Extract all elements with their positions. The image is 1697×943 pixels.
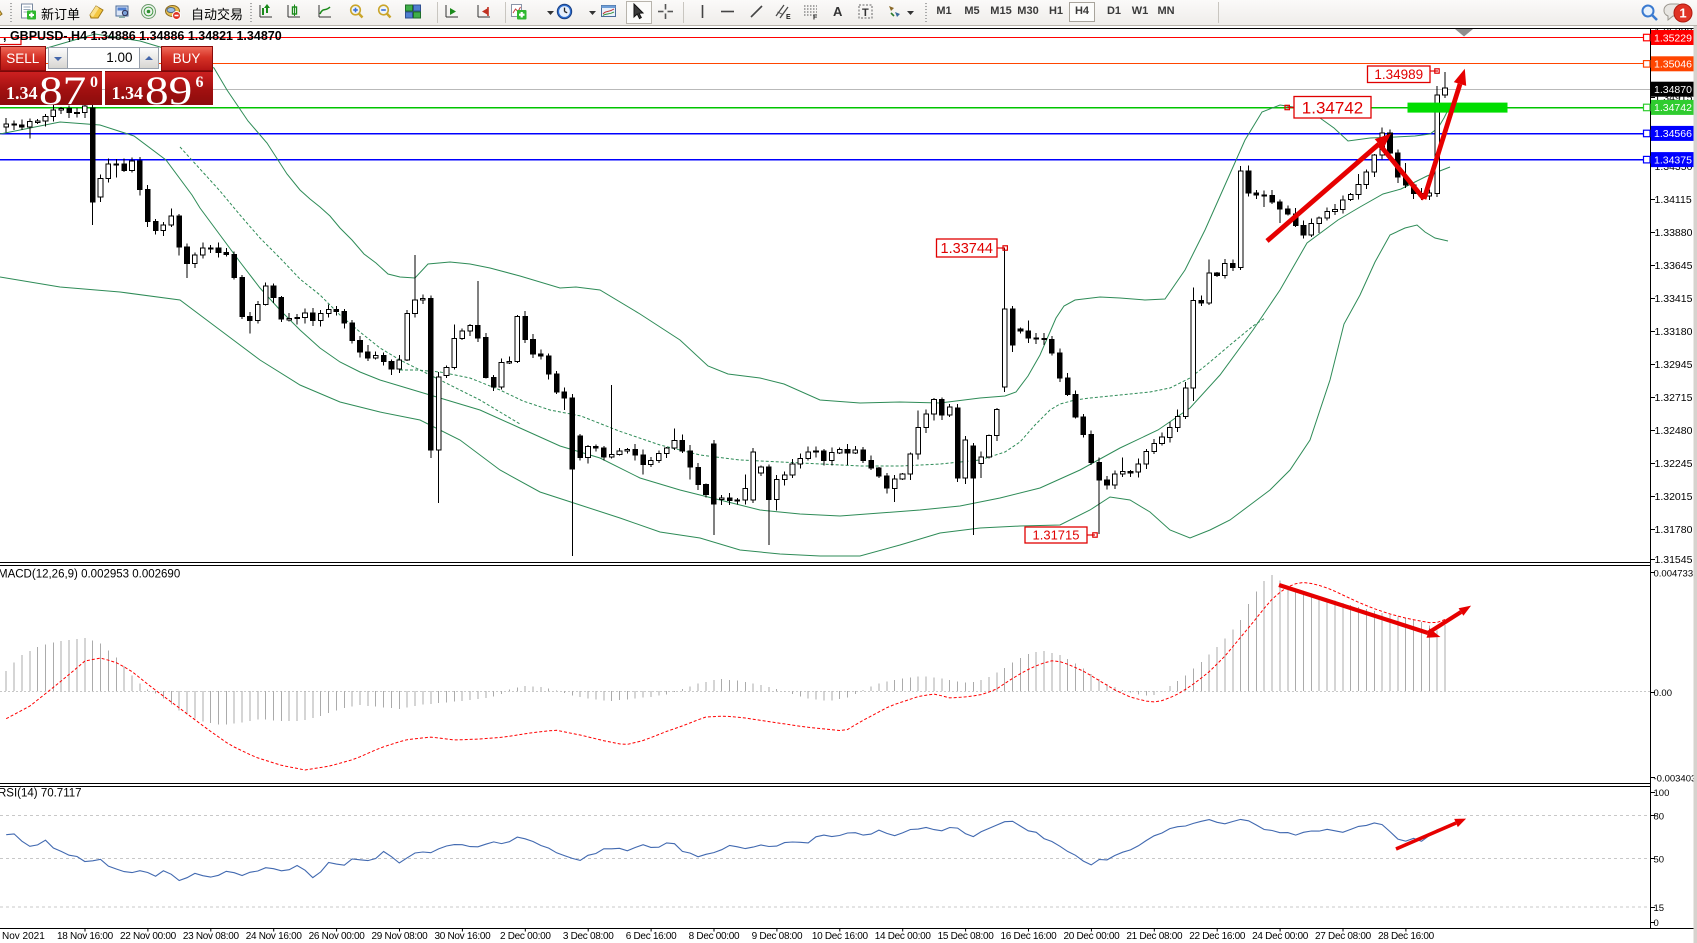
svg-text:3 Dec 08:00: 3 Dec 08:00 [563,931,614,942]
svg-text:24 Nov 16:00: 24 Nov 16:00 [246,931,303,942]
svg-text:1.33645: 1.33645 [1655,260,1693,272]
svg-text:1.33744: 1.33744 [941,241,993,257]
svg-text:1.32015: 1.32015 [1655,491,1693,503]
svg-text:1.34375: 1.34375 [1654,154,1692,166]
svg-text:1: 1 [1679,6,1686,21]
svg-text:20 Dec 00:00: 20 Dec 00:00 [1063,931,1120,942]
svg-text:E: E [786,14,791,21]
svg-text:1.31715: 1.31715 [1033,528,1080,543]
svg-text:F: F [813,15,818,22]
svg-text:1.32245: 1.32245 [1655,458,1693,470]
svg-text:1.32715: 1.32715 [1655,392,1693,404]
svg-text:50: 50 [1654,854,1665,865]
svg-text:80: 80 [1654,811,1665,822]
svg-text:T: T [862,7,869,19]
svg-text:1.34870: 1.34870 [1654,84,1692,96]
svg-text:28 Dec 16:00: 28 Dec 16:00 [1378,931,1435,942]
svg-text:22 Nov 00:00: 22 Nov 00:00 [120,931,177,942]
svg-text:6 Dec 16:00: 6 Dec 16:00 [626,931,677,942]
svg-text:0.004733: 0.004733 [1654,568,1694,579]
svg-text:15: 15 [1654,903,1665,914]
svg-text:0.00: 0.00 [1654,688,1673,699]
svg-text:16 Dec 16:00: 16 Dec 16:00 [1001,931,1058,942]
svg-text:1.35046: 1.35046 [1654,59,1692,71]
svg-text:1.34566: 1.34566 [1654,128,1692,140]
svg-text:2 Dec 00:00: 2 Dec 00:00 [500,931,551,942]
svg-text:1.33180: 1.33180 [1655,326,1693,338]
svg-text:1.31780: 1.31780 [1655,524,1693,536]
svg-text:9 Dec 08:00: 9 Dec 08:00 [752,931,803,942]
svg-text:21 Dec 08:00: 21 Dec 08:00 [1126,931,1183,942]
svg-text:1.34742: 1.34742 [1654,102,1692,114]
svg-text:100: 100 [1654,788,1670,799]
svg-text:15 Dec 08:00: 15 Dec 08:00 [938,931,995,942]
svg-text:14 Dec 00:00: 14 Dec 00:00 [875,931,932,942]
svg-text:1.32945: 1.32945 [1655,359,1693,371]
svg-text:23 Nov 08:00: 23 Nov 08:00 [183,931,240,942]
svg-text:Nov 2021: Nov 2021 [2,931,45,942]
svg-text:30 Nov 16:00: 30 Nov 16:00 [434,931,491,942]
svg-text:27 Dec 08:00: 27 Dec 08:00 [1315,931,1372,942]
svg-text:8 Dec 00:00: 8 Dec 00:00 [689,931,740,942]
svg-text:, GBPUSD-,H4 1.34886 1.34886: , GBPUSD-,H4 1.34886 1.34886 1.34821 1.3… [3,29,282,43]
svg-text:10 Dec 16:00: 10 Dec 16:00 [812,931,869,942]
svg-text:18 Nov 16:00: 18 Nov 16:00 [57,931,114,942]
svg-text:22 Dec 16:00: 22 Dec 16:00 [1189,931,1246,942]
svg-text:29 Nov 08:00: 29 Nov 08:00 [372,931,429,942]
svg-text:1.35229: 1.35229 [1654,32,1692,44]
svg-text:24 Dec 00:00: 24 Dec 00:00 [1252,931,1309,942]
svg-text:1.34742: 1.34742 [1302,98,1363,117]
svg-text:MACD(12,26,9) 0.002953 0.00269: MACD(12,26,9) 0.002953 0.002690 [0,569,180,581]
svg-text:1.34115: 1.34115 [1655,194,1692,206]
svg-text:1.33415: 1.33415 [1655,293,1693,305]
svg-text:1.32480: 1.32480 [1655,425,1693,437]
svg-text:RSI(14) 70.7117: RSI(14) 70.7117 [0,788,82,800]
svg-text:26 Nov 00:00: 26 Nov 00:00 [309,931,366,942]
svg-text:1.33880: 1.33880 [1655,227,1693,239]
svg-text:0: 0 [1654,918,1659,929]
svg-text:1.34989: 1.34989 [1374,67,1423,82]
svg-text:-0.003403: -0.003403 [1654,773,1697,784]
svg-text:1.31545: 1.31545 [1655,554,1693,566]
